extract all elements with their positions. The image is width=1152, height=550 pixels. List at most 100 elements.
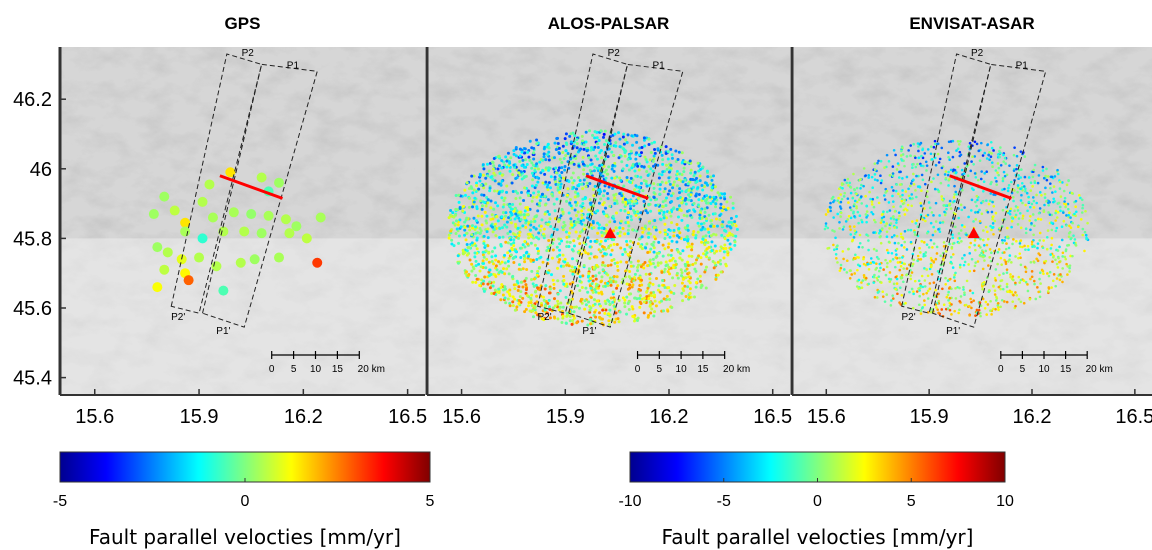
insar-point bbox=[558, 289, 562, 293]
insar-point bbox=[534, 283, 538, 287]
insar-point bbox=[478, 226, 482, 230]
insar-point bbox=[511, 173, 515, 177]
insar-point bbox=[702, 221, 706, 225]
insar-point bbox=[528, 232, 532, 236]
insar-point bbox=[618, 137, 622, 141]
insar-point bbox=[718, 193, 722, 197]
insar-point bbox=[882, 268, 885, 271]
insar-point bbox=[482, 261, 486, 265]
insar-point bbox=[570, 257, 574, 261]
insar-point bbox=[1012, 199, 1015, 203]
insar-point bbox=[662, 190, 666, 194]
insar-point bbox=[1003, 197, 1006, 201]
insar-point bbox=[1031, 196, 1035, 199]
insar-point bbox=[626, 301, 630, 305]
insar-point bbox=[532, 174, 536, 178]
insar-point bbox=[901, 146, 904, 150]
insar-point bbox=[894, 287, 897, 291]
gps-station bbox=[263, 210, 274, 221]
insar-point bbox=[604, 239, 608, 243]
insar-point bbox=[535, 175, 539, 179]
insar-point bbox=[511, 189, 515, 193]
insar-point bbox=[935, 245, 939, 249]
insar-point bbox=[931, 233, 935, 237]
insar-point bbox=[597, 291, 601, 295]
insar-point bbox=[944, 276, 947, 280]
insar-point bbox=[697, 169, 701, 173]
insar-point bbox=[510, 181, 514, 185]
insar-point bbox=[942, 241, 946, 244]
insar-point bbox=[1069, 226, 1073, 230]
insar-point bbox=[697, 254, 701, 258]
insar-point bbox=[913, 233, 917, 236]
insar-point bbox=[503, 287, 507, 291]
insar-point bbox=[990, 313, 993, 316]
insar-point bbox=[1048, 213, 1052, 216]
insar-point bbox=[587, 156, 591, 160]
insar-point bbox=[451, 211, 455, 215]
insar-point bbox=[1018, 212, 1022, 215]
insar-point bbox=[465, 253, 469, 257]
insar-point bbox=[502, 211, 506, 215]
insar-point bbox=[887, 240, 891, 244]
insar-point bbox=[958, 236, 961, 240]
insar-point bbox=[891, 257, 895, 261]
insar-point bbox=[897, 241, 900, 245]
insar-point bbox=[1049, 186, 1052, 190]
insar-point bbox=[952, 241, 956, 245]
insar-point bbox=[667, 265, 671, 269]
insar-point bbox=[954, 297, 958, 300]
insar-point bbox=[953, 184, 956, 188]
insar-point bbox=[994, 307, 997, 311]
insar-point bbox=[832, 248, 836, 252]
insar-point bbox=[710, 185, 714, 189]
insar-point bbox=[1052, 255, 1055, 259]
insar-point bbox=[484, 219, 488, 223]
insar-point bbox=[652, 240, 656, 244]
insar-point bbox=[482, 173, 486, 177]
insar-point bbox=[1001, 188, 1004, 192]
insar-point bbox=[526, 242, 530, 246]
insar-point bbox=[1038, 253, 1042, 257]
insar-point bbox=[582, 172, 586, 176]
scale-bar-label: 15 bbox=[697, 364, 709, 375]
insar-point bbox=[625, 164, 629, 168]
insar-point bbox=[1004, 262, 1008, 266]
insar-point bbox=[1006, 260, 1010, 263]
insar-point bbox=[600, 234, 604, 238]
insar-point bbox=[506, 151, 510, 155]
insar-point bbox=[606, 264, 610, 268]
insar-point bbox=[535, 258, 539, 262]
insar-point bbox=[939, 181, 943, 185]
insar-point bbox=[712, 174, 716, 178]
insar-point bbox=[930, 264, 933, 268]
insar-point bbox=[565, 193, 569, 197]
insar-point bbox=[946, 173, 950, 177]
insar-point bbox=[1081, 227, 1085, 231]
insar-point bbox=[544, 284, 548, 288]
insar-point bbox=[656, 182, 660, 186]
insar-point bbox=[556, 142, 560, 146]
insar-point bbox=[696, 230, 700, 234]
insar-point bbox=[633, 169, 637, 173]
insar-point bbox=[951, 233, 954, 237]
insar-point bbox=[1061, 181, 1064, 184]
scale-bar: 0 5 10 15 20 km bbox=[269, 351, 385, 375]
insar-point bbox=[688, 291, 692, 295]
insar-point bbox=[656, 263, 660, 267]
insar-point bbox=[950, 303, 953, 306]
insar-point bbox=[638, 146, 642, 150]
insar-point bbox=[948, 158, 951, 161]
insar-point bbox=[892, 217, 896, 221]
insar-point bbox=[674, 160, 678, 164]
insar-point bbox=[558, 185, 562, 189]
insar-point bbox=[930, 258, 934, 262]
insar-point bbox=[923, 267, 926, 270]
insar-point bbox=[586, 323, 590, 327]
insar-point bbox=[1042, 239, 1045, 242]
insar-point bbox=[619, 154, 623, 158]
insar-point bbox=[538, 199, 542, 203]
insar-point bbox=[673, 259, 677, 263]
x-tick-label: 15.6 bbox=[442, 406, 481, 428]
